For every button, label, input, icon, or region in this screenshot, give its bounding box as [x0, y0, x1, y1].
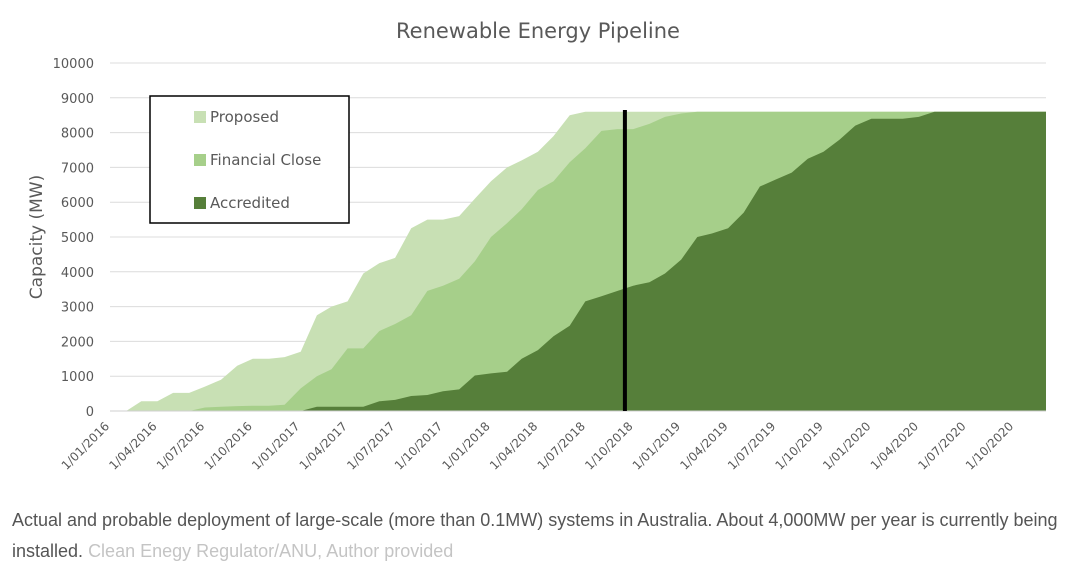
x-tick-label: 1/01/2018 — [439, 419, 492, 472]
x-tick-label: 1/01/2019 — [630, 419, 683, 472]
legend-swatch — [194, 197, 206, 209]
x-tick-label: 1/10/2018 — [582, 419, 635, 472]
x-tick-label: 1/07/2016 — [154, 419, 207, 472]
y-tick-label: 1000 — [61, 370, 94, 385]
series-area-accredited — [110, 111, 1046, 411]
y-axis-label: Capacity (MW) — [27, 175, 47, 299]
y-tick-label: 2000 — [61, 335, 94, 350]
x-tick-label: 1/10/2019 — [773, 419, 826, 472]
x-tick-label: 1/04/2018 — [487, 419, 540, 472]
chart-figure: 0 1000 2000 3000 4000 5000 6000 7000 8000 9000 100… — [27, 19, 1046, 473]
x-tick-label: 1/10/2017 — [392, 419, 445, 472]
x-tick-label: 1/04/2017 — [297, 419, 350, 472]
x-tick-label: 1/07/2019 — [725, 419, 778, 472]
x-tick-label: 1/04/2016 — [106, 419, 159, 472]
x-tick-label: 1/04/2019 — [677, 419, 730, 472]
x-tick-label: 1/07/2017 — [344, 419, 397, 472]
y-tick-label: 10000 — [53, 57, 94, 72]
y-tick-label: 4000 — [61, 266, 94, 281]
chart-canvas: 0 1000 2000 3000 4000 5000 6000 7000 8000 9000 100… — [27, 19, 1046, 473]
x-tick-label: 1/10/2016 — [201, 419, 254, 472]
x-tick-label: 1/10/2020 — [963, 419, 1016, 472]
y-tick-label: 8000 — [61, 127, 94, 142]
figure-caption: Actual and probable deployment of large-… — [12, 505, 1062, 567]
chart-title: Renewable Energy Pipeline — [396, 19, 680, 43]
legend-label: Proposed — [210, 108, 279, 126]
y-tick-label: 5000 — [61, 231, 94, 246]
legend-label: Financial Close — [210, 151, 321, 169]
y-tick-label: 9000 — [61, 92, 94, 107]
y-tick-label: 3000 — [61, 301, 94, 316]
x-tick-label: 1/07/2018 — [535, 419, 588, 472]
x-tick-label: 1/07/2020 — [915, 419, 968, 472]
y-tick-label: 6000 — [61, 196, 94, 211]
legend-box — [149, 95, 350, 224]
y-tick-label: 0 — [86, 405, 94, 420]
caption-text: Actual and probable deployment of large-… — [12, 510, 1058, 561]
legend-label: Accredited — [210, 194, 290, 212]
legend-swatch — [194, 154, 206, 166]
y-tick-label: 7000 — [61, 161, 94, 176]
x-tick-label: 1/01/2016 — [59, 419, 112, 472]
caption-credit: Clean Enegy Regulator/ANU, Author provid… — [88, 541, 454, 561]
x-tick-label: 1/04/2020 — [868, 419, 921, 472]
legend-swatch — [194, 111, 206, 123]
x-tick-label: 1/01/2017 — [249, 419, 302, 472]
x-tick-label: 1/01/2020 — [820, 419, 873, 472]
